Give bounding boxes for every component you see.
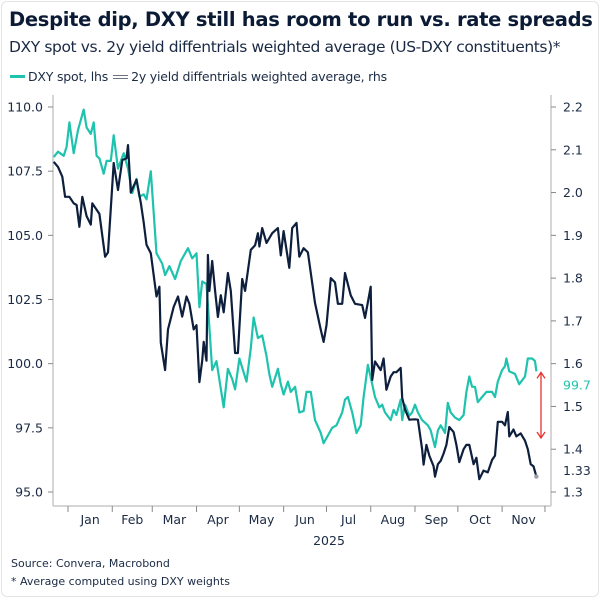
gap-arrow-head-bottom: [536, 431, 546, 440]
x-axis-tick-label: Oct: [469, 512, 491, 527]
right-axis-tick-label: 1.9: [563, 228, 583, 243]
right-axis-tick-label: 1.8: [563, 271, 583, 286]
x-axis-tick-label: Sep: [425, 512, 449, 527]
right-axis-tick-label: 1.6: [563, 356, 583, 371]
left-axis-tick-label: 105.0: [7, 228, 43, 243]
chart-title: Despite dip, DXY still has room to run v…: [9, 8, 593, 31]
left-axis-tick-label: 95.0: [15, 485, 43, 500]
footnote: * Average computed using DXY weights: [11, 575, 230, 588]
dxy-end-label: 99.7: [563, 378, 591, 393]
spread-end-label: 1.33: [563, 463, 591, 478]
source-note: Source: Convera, Macrobond: [11, 557, 170, 570]
x-axis-tick-label: Apr: [207, 512, 229, 527]
x-axis-year-label: 2025: [313, 533, 345, 548]
right-axis-tick-label: 2.2: [563, 100, 583, 115]
left-axis-tick-label: 102.5: [7, 292, 43, 307]
x-axis-tick-label: Aug: [381, 512, 405, 527]
right-axis-tick-label: 1.5: [563, 399, 583, 414]
legend-swatch-dxy: [10, 75, 25, 78]
x-axis-tick-label: Feb: [121, 512, 143, 527]
series-end-marker: [534, 474, 539, 479]
right-axis-tick-label: 1.3: [563, 485, 583, 500]
legend: DXY spot, lhs 2y yield diffentrials weig…: [10, 69, 387, 84]
x-axis-tick-label: Nov: [511, 512, 536, 527]
left-axis-tick-label: 100.0: [7, 356, 43, 371]
right-axis-tick-label: 2.0: [563, 185, 583, 200]
legend-swatch-spread: [113, 74, 129, 79]
legend-label-spread: 2y yield diffentrials weighted average, …: [131, 69, 387, 84]
x-axis-tick-label: Jun: [294, 512, 315, 527]
x-axis-tick-label: Jul: [340, 512, 356, 527]
left-axis-tick-label: 110.0: [7, 100, 43, 115]
right-axis-tick-label: 1.7: [563, 313, 583, 328]
yield-differential-line: [52, 144, 538, 481]
chart-subtitle: DXY spot vs. 2y yield diffentrials weigh…: [9, 38, 561, 56]
dxy-spot-line: [52, 108, 538, 449]
right-axis-tick-label: 1.4: [563, 442, 583, 457]
legend-label-dxy: DXY spot, lhs: [28, 69, 109, 84]
right-axis-tick-label: 2.1: [563, 142, 583, 157]
gap-arrow-icon: [536, 371, 546, 440]
x-axis-tick-label: Jan: [79, 512, 99, 527]
left-axis-tick-label: 107.5: [7, 164, 43, 179]
x-axis-tick-label: Mar: [163, 512, 187, 527]
gap-arrow-head-top: [536, 371, 546, 379]
left-axis-tick-label: 97.5: [15, 420, 43, 435]
x-axis-tick-label: May: [249, 512, 275, 527]
